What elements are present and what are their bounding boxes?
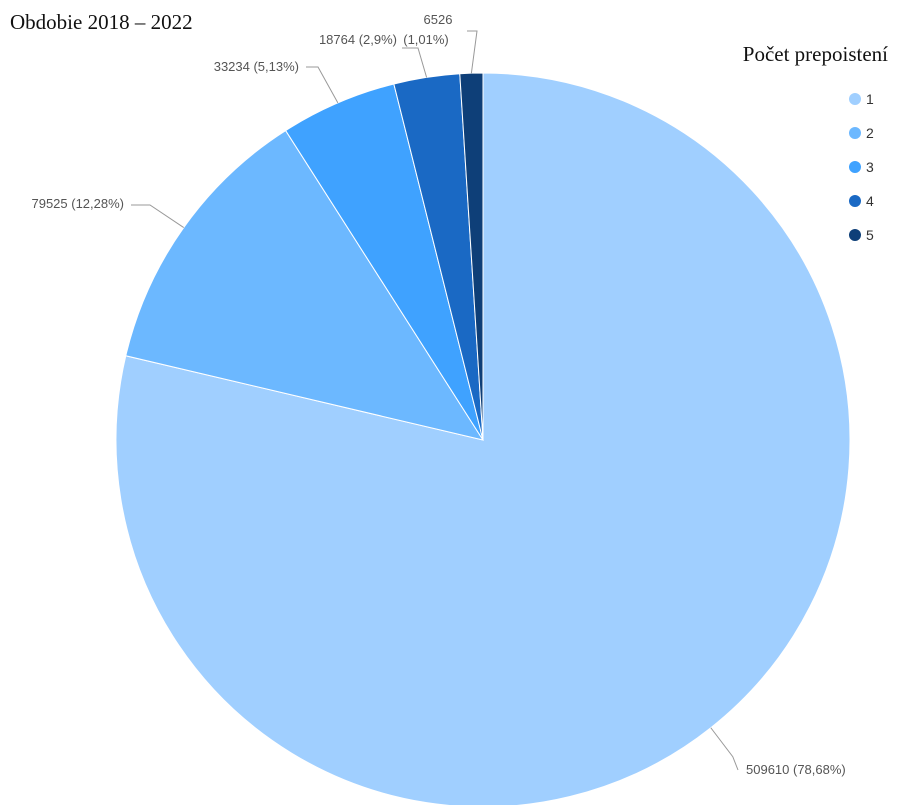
legend-marker-5[interactable]	[849, 229, 861, 241]
leader-line-4	[402, 47, 428, 78]
legend-label-2[interactable]: 2	[866, 125, 874, 141]
legend-label-1[interactable]: 1	[866, 91, 874, 107]
data-label-5-value: 6526	[424, 12, 453, 27]
data-label-2: 79525 (12,28%)	[31, 196, 124, 211]
data-labels-layer: 509610 (78,68%) 79525 (12,28%) 33234 (5,13…	[31, 12, 845, 777]
legend-marker-3[interactable]	[849, 161, 861, 173]
leader-line-5	[467, 30, 478, 74]
legend-marker-1[interactable]	[849, 93, 861, 105]
leader-line-2	[131, 204, 185, 228]
leader-line-3	[306, 66, 339, 104]
leader-lines-layer	[131, 30, 739, 771]
legend-label-5[interactable]: 5	[866, 227, 874, 243]
leader-line-1	[710, 727, 739, 771]
data-label-4: 18764 (2,9%)	[319, 32, 397, 47]
pie-slice-5[interactable]	[459, 72, 484, 441]
legend: 1 2 3 4 5	[849, 91, 874, 243]
data-label-3: 33234 (5,13%)	[214, 59, 299, 74]
chart-title: Obdobie 2018 – 2022	[10, 10, 193, 34]
legend-label-4[interactable]: 4	[866, 193, 874, 209]
data-label-1: 509610 (78,68%)	[746, 762, 846, 777]
data-label-5-percent: (1,01%)	[403, 32, 449, 47]
slices-layer	[115, 72, 851, 805]
legend-title: Počet prepoistení	[742, 42, 888, 66]
legend-marker-4[interactable]	[849, 195, 861, 207]
legend-label-3[interactable]: 3	[866, 159, 874, 175]
legend-marker-2[interactable]	[849, 127, 861, 139]
